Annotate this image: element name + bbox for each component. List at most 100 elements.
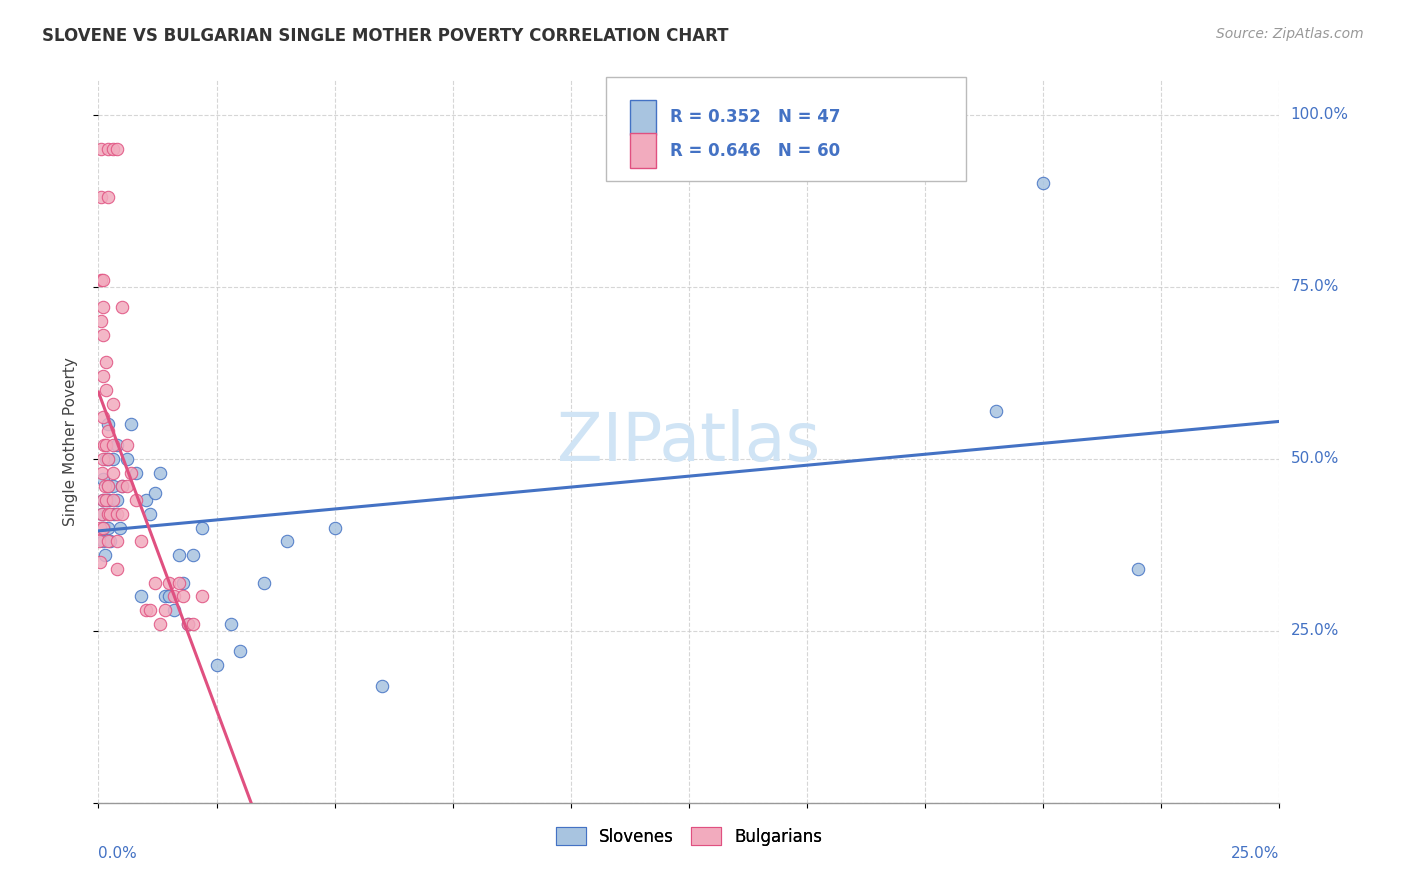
Point [125, 466, 148, 480]
Point [129, 534, 152, 549]
Point [105, 534, 128, 549]
Point [90, 142, 112, 156]
Point [91, 273, 114, 287]
Point [90, 314, 112, 328]
Point [121, 417, 143, 432]
Point [115, 479, 138, 493]
Point [101, 142, 124, 156]
Point [167, 548, 190, 562]
Point [1032, 177, 1054, 191]
Point [253, 575, 276, 590]
Point [98, 534, 121, 549]
Point [97, 507, 120, 521]
Point [94, 493, 117, 508]
Point [91, 493, 114, 508]
Point [91, 507, 114, 521]
Point [91, 507, 114, 521]
Point [91, 472, 114, 486]
Point [172, 590, 194, 604]
Point [229, 644, 252, 658]
Point [157, 575, 180, 590]
Point [125, 493, 148, 508]
Point [103, 507, 125, 521]
FancyBboxPatch shape [630, 100, 655, 135]
Point [94, 438, 117, 452]
Point [219, 616, 242, 631]
Point [105, 562, 128, 576]
Text: Source: ZipAtlas.com: Source: ZipAtlas.com [1216, 27, 1364, 41]
Y-axis label: Single Mother Poverty: Single Mother Poverty [63, 357, 77, 526]
Point [143, 575, 166, 590]
Point [97, 451, 120, 466]
Point [94, 493, 117, 508]
Point [89, 520, 111, 534]
Point [177, 616, 200, 631]
Text: ZIPatlas: ZIPatlas [557, 409, 821, 475]
Point [139, 603, 162, 617]
Point [323, 520, 346, 534]
Legend: Slovenes, Bulgarians: Slovenes, Bulgarians [550, 821, 828, 852]
Point [105, 507, 128, 521]
Point [108, 520, 131, 534]
Point [153, 603, 176, 617]
Point [149, 466, 172, 480]
Point [276, 534, 298, 549]
Point [90, 273, 112, 287]
Point [91, 520, 114, 534]
FancyBboxPatch shape [630, 133, 655, 168]
Point [91, 369, 114, 384]
Point [163, 590, 186, 604]
Point [177, 616, 200, 631]
Point [98, 507, 121, 521]
Point [89, 534, 111, 549]
Point [371, 679, 394, 693]
Text: R = 0.352   N = 47: R = 0.352 N = 47 [671, 108, 841, 127]
Point [105, 142, 128, 156]
Point [93, 479, 115, 493]
Point [1126, 562, 1149, 576]
Point [101, 493, 124, 508]
Point [97, 190, 120, 204]
Point [91, 410, 114, 425]
Point [93, 520, 115, 534]
Point [157, 590, 180, 604]
Point [105, 493, 128, 508]
Point [115, 438, 138, 452]
Point [91, 327, 114, 342]
Text: R = 0.646   N = 60: R = 0.646 N = 60 [671, 142, 841, 160]
Point [101, 479, 124, 493]
Point [115, 451, 138, 466]
Point [153, 590, 176, 604]
Point [97, 424, 120, 438]
Point [91, 301, 114, 315]
Point [205, 658, 228, 673]
Text: 25.0%: 25.0% [1232, 847, 1279, 861]
Point [139, 507, 162, 521]
Point [143, 486, 166, 500]
Text: 25.0%: 25.0% [1291, 624, 1339, 639]
Point [191, 590, 214, 604]
Point [181, 548, 204, 562]
Point [91, 451, 114, 466]
Point [172, 575, 194, 590]
Point [181, 616, 204, 631]
FancyBboxPatch shape [606, 77, 966, 181]
Point [167, 575, 190, 590]
Point [135, 493, 157, 508]
Point [111, 479, 134, 493]
Point [94, 355, 117, 369]
Point [94, 383, 117, 397]
Point [191, 520, 214, 534]
Text: SLOVENE VS BULGARIAN SINGLE MOTHER POVERTY CORRELATION CHART: SLOVENE VS BULGARIAN SINGLE MOTHER POVER… [42, 27, 728, 45]
Point [101, 438, 124, 452]
Point [90, 190, 112, 204]
Point [129, 590, 152, 604]
Point [97, 520, 120, 534]
Point [91, 493, 114, 508]
Point [111, 507, 134, 521]
Point [97, 479, 120, 493]
Text: 75.0%: 75.0% [1291, 279, 1339, 294]
Point [101, 397, 124, 411]
Point [149, 616, 172, 631]
Point [94, 451, 117, 466]
